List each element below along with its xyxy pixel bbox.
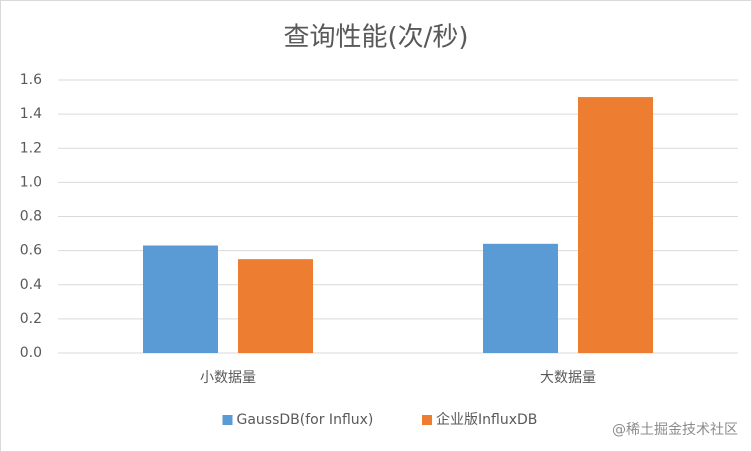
bar <box>483 243 558 353</box>
legend-label: GaussDB(for Influx) <box>237 412 374 428</box>
bar <box>143 245 218 353</box>
legend-label: 企业版InfluxDB <box>436 411 537 428</box>
x-tick-label: 大数据量 <box>540 370 596 386</box>
y-tick-label: 0.8 <box>20 209 42 225</box>
bar <box>578 97 653 353</box>
watermark: @稀土掘金技术社区 <box>612 422 738 438</box>
y-tick-label: 1.6 <box>20 72 42 88</box>
y-tick-label: 0.2 <box>20 311 42 327</box>
legend-swatch <box>222 415 233 425</box>
bar <box>238 259 313 353</box>
y-tick-label: 0.4 <box>20 277 42 293</box>
x-tick-label: 小数据量 <box>200 370 256 386</box>
legend-swatch <box>422 415 432 425</box>
chart-title: 查询性能(次/秒) <box>283 23 468 53</box>
y-tick-label: 1.2 <box>20 140 42 156</box>
y-tick-label: 0.0 <box>20 345 42 361</box>
y-tick-label: 0.6 <box>20 243 42 259</box>
y-tick-label: 1.4 <box>20 106 42 122</box>
y-tick-label: 1.0 <box>20 174 42 190</box>
